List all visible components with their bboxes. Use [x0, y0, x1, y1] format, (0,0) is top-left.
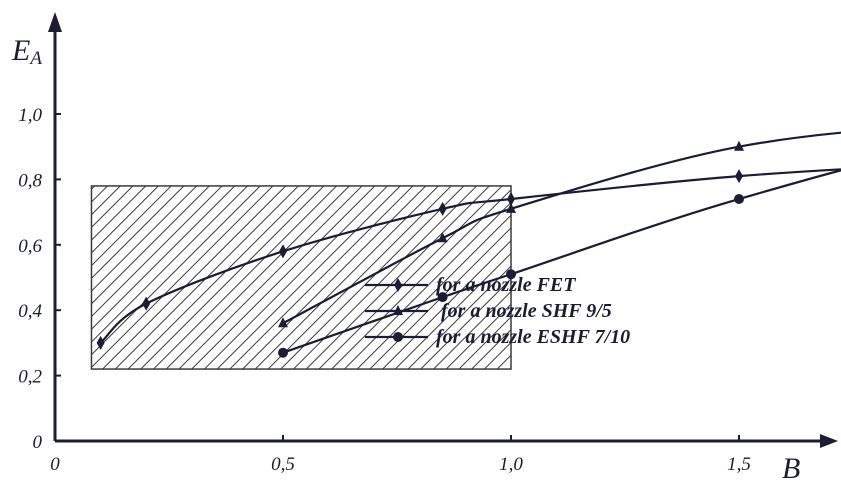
y-tick-label: 0,8 [18, 170, 42, 191]
series-3-point [437, 292, 448, 303]
series-3-point [506, 269, 516, 280]
x-axis-arrow [820, 434, 838, 448]
legend-label: for a nozzle SHF 9/5 [441, 300, 612, 322]
legend-item-1: for a nozzle FET [365, 274, 576, 296]
legend-item-3: for a nozzle ESHF 7/10 [365, 326, 630, 348]
legend-marker [394, 278, 402, 292]
y-tick-label: 1,0 [18, 105, 42, 126]
legend-label: for a nozzle FET [436, 274, 576, 296]
series-3-line [282, 169, 841, 354]
y-tick-label: 0,2 [18, 367, 42, 388]
legend-marker [393, 332, 403, 342]
series-1-point [279, 244, 287, 259]
series-1 [96, 168, 841, 350]
x-tick-label: 1,0 [499, 454, 523, 475]
y-axis-label: EA [11, 34, 42, 69]
series-1-point [735, 169, 743, 184]
series-3-point [734, 194, 744, 205]
y-tick-label: 0,6 [18, 236, 42, 257]
shaded-region [90, 185, 512, 370]
y-axis-label-subscript: A [28, 48, 42, 69]
series-2-point [437, 232, 448, 243]
series-2-line [282, 131, 841, 325]
series-1-point [142, 296, 151, 311]
legend-label: for a nozzle ESHF 7/10 [436, 326, 630, 348]
x-tick-label: 1,5 [727, 454, 751, 475]
y-tick-label: 0,4 [18, 301, 42, 322]
series-2-point [506, 202, 516, 213]
legend-item-2: for a nozzle SHF 9/5 [365, 300, 612, 322]
y-axis-label-main: E [11, 34, 30, 67]
y-tick-label: 0 [33, 432, 43, 453]
x-tick-label: 0,5 [271, 454, 295, 475]
series-3 [278, 169, 841, 358]
x-axis-label: B [782, 452, 800, 485]
series-2-point [278, 317, 288, 328]
series-1-point [438, 201, 447, 216]
y-axis-arrow [48, 12, 62, 32]
series-2-point [734, 140, 744, 151]
legend-marker [393, 305, 403, 315]
series-3-point [278, 347, 288, 358]
series-1-point [507, 192, 515, 207]
series-1-point [96, 335, 105, 350]
x-tick-label: 0 [50, 454, 60, 475]
series-2 [278, 131, 841, 328]
